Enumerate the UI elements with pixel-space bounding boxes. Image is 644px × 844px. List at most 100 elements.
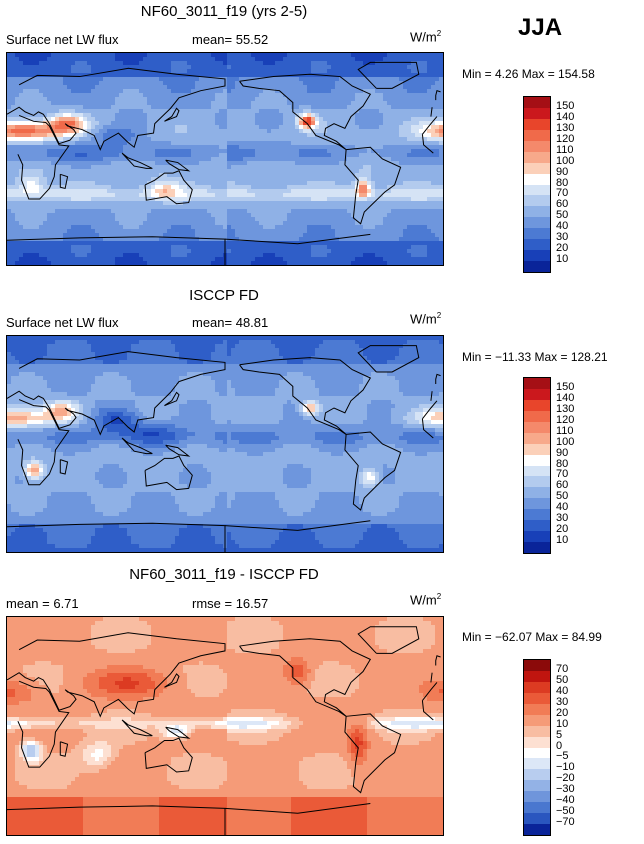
colorbar-swatch — [524, 725, 550, 737]
colorbar-level-label: −50 — [556, 805, 575, 818]
colorbar-swatch — [524, 107, 550, 119]
colorbar — [523, 659, 551, 836]
coastline — [239, 73, 372, 150]
colorbar-swatch — [524, 454, 550, 466]
colorbar-swatch — [524, 681, 550, 693]
coastline — [224, 520, 371, 531]
colorbar-swatch — [524, 824, 550, 835]
coastline — [7, 522, 226, 552]
colorbar-swatch — [524, 758, 550, 770]
colorbar-level-label: 100 — [556, 154, 575, 167]
colorbar-swatch — [524, 747, 550, 759]
colorbar-swatch — [524, 780, 550, 792]
colorbar-level-label: 30 — [556, 512, 569, 525]
coastline — [239, 638, 372, 717]
colorbar-level-label: 60 — [556, 479, 569, 492]
coastline — [144, 737, 193, 773]
coastline — [121, 719, 153, 737]
coastline — [164, 391, 180, 407]
colorbar-swatch — [524, 509, 550, 521]
panel-variable-label: Surface net LW flux — [6, 32, 119, 47]
coastline — [17, 399, 70, 486]
coastline — [422, 682, 438, 701]
coastline — [344, 431, 402, 511]
panel-units: W/m2 — [410, 29, 442, 45]
panel-units: W/m2 — [410, 311, 442, 327]
coastline — [435, 90, 441, 101]
colorbar-swatch — [524, 151, 550, 163]
colorbar-level-label: 140 — [556, 110, 575, 123]
colorbar-swatch — [524, 239, 550, 251]
coastline — [430, 107, 433, 117]
colorbar-level-label: 120 — [556, 132, 575, 145]
colorbar-level-label: 40 — [556, 684, 569, 697]
colorbar-swatch — [524, 660, 550, 671]
colorbar-swatch — [524, 129, 550, 141]
map-panel — [6, 616, 444, 836]
colorbar-swatch — [524, 476, 550, 488]
colorbar-swatch — [524, 140, 550, 152]
coastline — [430, 672, 433, 683]
colorbar-swatch — [524, 714, 550, 726]
colorbar-swatch — [524, 443, 550, 455]
colorbar-swatch — [524, 261, 550, 272]
colorbar-swatch — [524, 399, 550, 411]
colorbar-level-label: 110 — [556, 424, 574, 437]
colorbar-level-label: −5 — [556, 750, 569, 763]
coastline — [17, 680, 70, 768]
contour-map — [7, 336, 443, 552]
coastline — [17, 114, 70, 200]
panel-mean: mean = 6.71 — [6, 596, 79, 611]
panel-units: W/m2 — [410, 592, 442, 608]
map-panel — [6, 335, 444, 553]
colorbar-level-label: 110 — [556, 143, 574, 156]
colorbar-swatch — [524, 769, 550, 781]
coastline — [421, 134, 434, 154]
colorbar-level-label: −30 — [556, 783, 575, 796]
colorbar-swatch — [524, 670, 550, 682]
colorbar-level-label: 130 — [556, 402, 575, 415]
coastline — [7, 236, 226, 265]
colorbar-level-label: 20 — [556, 706, 569, 719]
colorbar-level-label: 30 — [556, 695, 569, 708]
colorbar-level-label: 100 — [556, 435, 575, 448]
colorbar-level-label: 50 — [556, 490, 569, 503]
colorbar-level-label: −40 — [556, 794, 575, 807]
colorbar-swatch — [524, 250, 550, 262]
coastline — [239, 357, 372, 435]
coastline — [59, 173, 69, 190]
coastline — [7, 632, 226, 718]
min-max-label: Min = −62.07 Max = 84.99 — [462, 630, 602, 644]
colorbar-level-label: 130 — [556, 121, 575, 134]
map-panel — [6, 52, 444, 266]
coastline — [422, 400, 438, 420]
panel-mean: mean= 48.81 — [192, 315, 269, 330]
colorbar-swatch — [524, 378, 550, 389]
colorbar-level-label: 10 — [556, 717, 569, 730]
coastline — [121, 152, 153, 169]
colorbar-swatch — [524, 802, 550, 814]
colorbar-level-label: 50 — [556, 209, 569, 222]
colorbar — [523, 96, 551, 273]
coastline — [422, 116, 438, 135]
colorbar-level-label: 40 — [556, 220, 569, 233]
colorbar-level-label: 50 — [556, 673, 569, 686]
colorbar-swatch — [524, 487, 550, 499]
colorbar-level-label: 0 — [556, 739, 563, 752]
colorbar-level-label: 90 — [556, 165, 569, 178]
colorbar-swatch — [524, 206, 550, 218]
colorbar-swatch — [524, 791, 550, 803]
colorbar-level-label: −70 — [556, 816, 575, 829]
colorbar-swatch — [524, 421, 550, 433]
colorbar-swatch — [524, 736, 550, 748]
colorbar-swatch — [524, 118, 550, 130]
colorbar-level-label: 70 — [556, 468, 569, 481]
coastline — [224, 233, 371, 245]
colorbar-level-label: 60 — [556, 198, 569, 211]
colorbar-swatch — [524, 520, 550, 532]
colorbar-level-label: 70 — [556, 187, 569, 200]
coastline — [165, 159, 191, 172]
colorbar-swatch — [524, 97, 550, 108]
colorbar-level-label: −20 — [556, 772, 575, 785]
colorbar-level-label: 10 — [556, 534, 569, 547]
